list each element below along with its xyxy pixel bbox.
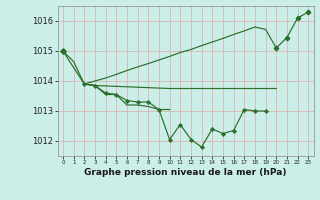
X-axis label: Graphe pression niveau de la mer (hPa): Graphe pression niveau de la mer (hPa) xyxy=(84,168,287,177)
